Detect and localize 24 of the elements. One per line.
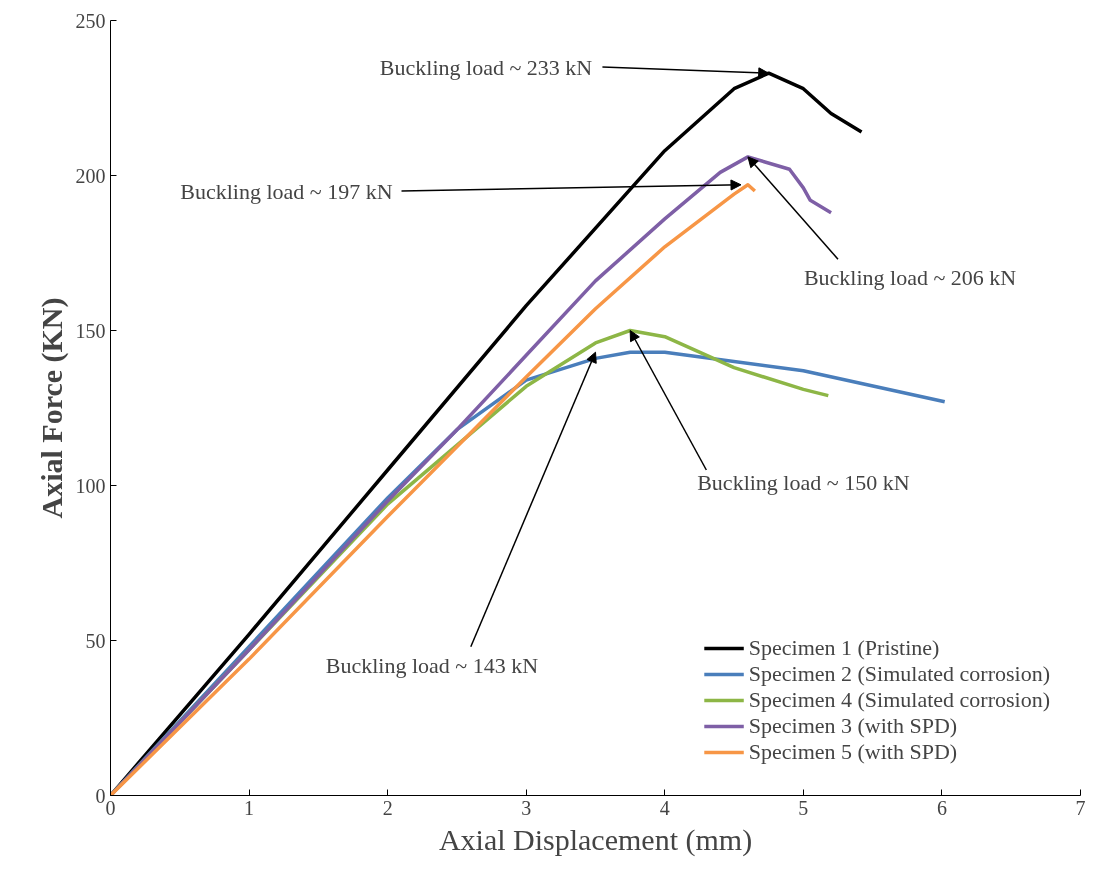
y-tick-label: 50 bbox=[85, 629, 106, 652]
annotation: Buckling load ~ 143 kN bbox=[325, 652, 539, 678]
x-tick-label: 2 bbox=[382, 796, 393, 819]
x-axis-title: Axial Displacement (mm) bbox=[438, 822, 753, 857]
annotation: Buckling load ~ 233 kN bbox=[379, 54, 593, 80]
y-axis-title: Axial Force (KN) bbox=[34, 297, 69, 519]
y-tick-label: 250 bbox=[75, 9, 106, 32]
legend-label: Specimen 5 (with SPD) bbox=[748, 739, 958, 765]
legend-label: Specimen 4 (Simulated corrosion) bbox=[748, 687, 1050, 713]
legend-label: Specimen 2 (Simulated corrosion) bbox=[748, 661, 1050, 687]
legend-label: Specimen 3 (with SPD) bbox=[748, 713, 958, 739]
y-tick-label: 150 bbox=[75, 319, 106, 342]
x-tick-label: 6 bbox=[936, 796, 947, 819]
y-tick-label: 100 bbox=[75, 474, 106, 497]
y-tick-label: 200 bbox=[75, 164, 106, 187]
x-tick-label: 7 bbox=[1075, 796, 1086, 819]
legend-label: Specimen 1 (Pristine) bbox=[748, 635, 940, 661]
annotation: Buckling load ~ 197 kN bbox=[180, 178, 393, 204]
x-tick-label: 3 bbox=[521, 796, 532, 819]
x-tick-label: 4 bbox=[659, 796, 670, 819]
annotation: Buckling load ~ 150 kN bbox=[697, 469, 910, 495]
x-tick-label: 1 bbox=[244, 796, 255, 819]
annotation: Buckling load ~ 206 kN bbox=[803, 265, 1017, 291]
x-tick-label: 5 bbox=[798, 796, 809, 819]
